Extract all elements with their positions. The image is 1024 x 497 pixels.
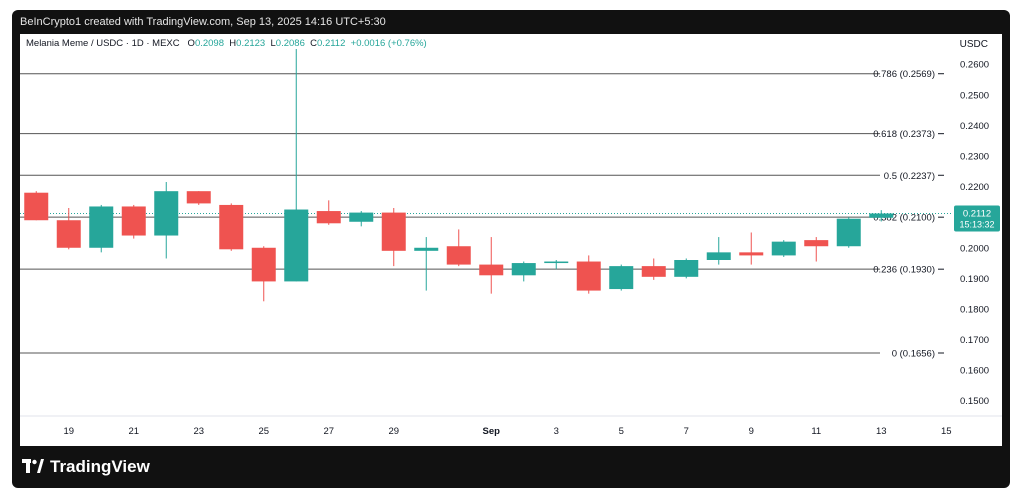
high-value: 0.2123 [236,38,266,49]
x-tick-label: 9 [749,426,754,437]
symbol-name[interactable]: Melania Meme / USDC · 1D · MEXC [26,38,180,49]
symbol-legend: Melania Meme / USDC · 1D · MEXC O0.2098 … [26,38,427,49]
y-tick-label: 0.2300 [960,152,989,163]
price-tag [954,205,1000,232]
candle-body [739,252,764,256]
candle-body [251,247,276,282]
candles [24,48,894,302]
price-tag-value: 0.2112 [963,209,991,220]
candle-body [446,246,471,265]
candle-body [56,220,81,248]
low-value: 0.2086 [275,38,305,49]
fib-label: 0.382 (0.2100) [873,213,935,224]
open-value: 0.2098 [194,38,224,49]
open-label: O [187,38,195,49]
candle-body [24,192,49,221]
y-tick-label: 0.2400 [960,121,989,132]
x-tick-label: 5 [619,426,624,437]
price-axis: 0.26000.25000.24000.23000.22000.21000.20… [960,60,989,407]
y-tick-label: 0.2200 [960,182,989,193]
candle-body [219,204,244,250]
tradingview-logo-icon [22,457,44,479]
close-label: C [310,38,318,49]
candlestick-chart[interactable]: 0.786 (0.2569) 0.618 (0.2373) 0.5 (0.2237)… [20,34,1002,446]
time-axis: 19 21 23 25 27 29 Sep 3 5 7 9 11 13 15 [20,415,1002,437]
currency-label: USDC [959,39,988,50]
candle-body [89,206,114,248]
y-tick-label: 0.1700 [960,335,989,346]
candle-body [706,252,731,260]
x-tick-label: 3 [554,426,559,437]
candle-body [836,218,861,247]
candle-body [511,263,536,276]
candle-body [121,206,146,236]
fib-levels: 0.786 (0.2569) 0.618 (0.2373) 0.5 (0.2237)… [20,69,952,359]
candle-body [284,209,309,282]
candle-body [771,241,796,256]
y-tick-label: 0.1800 [960,304,989,315]
fib-label: 0.786 (0.2569) [873,69,935,80]
x-tick-label: 13 [876,426,887,437]
y-tick-label: 0.2000 [960,243,989,254]
x-tick-label: Sep [483,426,501,437]
x-tick-label: 19 [63,426,74,437]
low-label: L [270,38,276,49]
change-value: +0.0016 (+0.76%) [350,38,427,49]
x-tick-label: 29 [388,426,399,437]
candle-body [316,211,341,224]
candle-body [869,213,894,218]
x-tick-label: 7 [684,426,689,437]
candle-body [479,264,504,276]
candle-body [349,212,374,222]
candle-body [609,266,634,290]
candle-body [804,240,829,247]
x-tick-label: 27 [323,426,334,437]
header-caption: BeInCrypto1 created with TradingView.com… [20,16,386,28]
y-tick-label: 0.1600 [960,366,989,377]
y-tick-label: 0.1900 [960,274,989,285]
x-tick-label: 23 [193,426,204,437]
candle-body [154,191,179,236]
candle-body [674,260,699,277]
header-bar: BeInCrypto1 created with TradingView.com… [12,10,1010,34]
x-tick-label: 11 [811,426,821,437]
candle-body [544,261,569,264]
chart-panel[interactable]: Melania Meme / USDC · 1D · MEXC O0.2098 … [20,34,1002,446]
chart-frame: BeInCrypto1 created with TradingView.com… [12,10,1010,488]
candle-body [186,191,211,204]
y-tick-label: 0.2500 [960,90,989,101]
y-tick-label: 0.2600 [960,60,989,71]
high-label: H [229,38,237,49]
x-tick-label: 15 [941,426,952,437]
brand-name: TradingView [50,457,150,476]
fib-label: 0.618 (0.2373) [873,129,935,140]
brand: TradingView [22,456,150,479]
candle-body [576,261,601,291]
price-tag-countdown: 15:13:32 [959,220,994,230]
close-value: 0.2112 [317,38,346,49]
candle-body [414,247,439,251]
y-tick-label: 0.1500 [960,396,989,407]
candle-body [641,266,666,277]
x-tick-label: 25 [258,426,269,437]
x-tick-label: 21 [128,426,139,437]
fib-label: 0 (0.1656) [892,348,935,359]
candle-body [381,212,406,251]
fib-label: 0.236 (0.1930) [873,265,935,276]
fib-label: 0.5 (0.2237) [884,171,935,182]
